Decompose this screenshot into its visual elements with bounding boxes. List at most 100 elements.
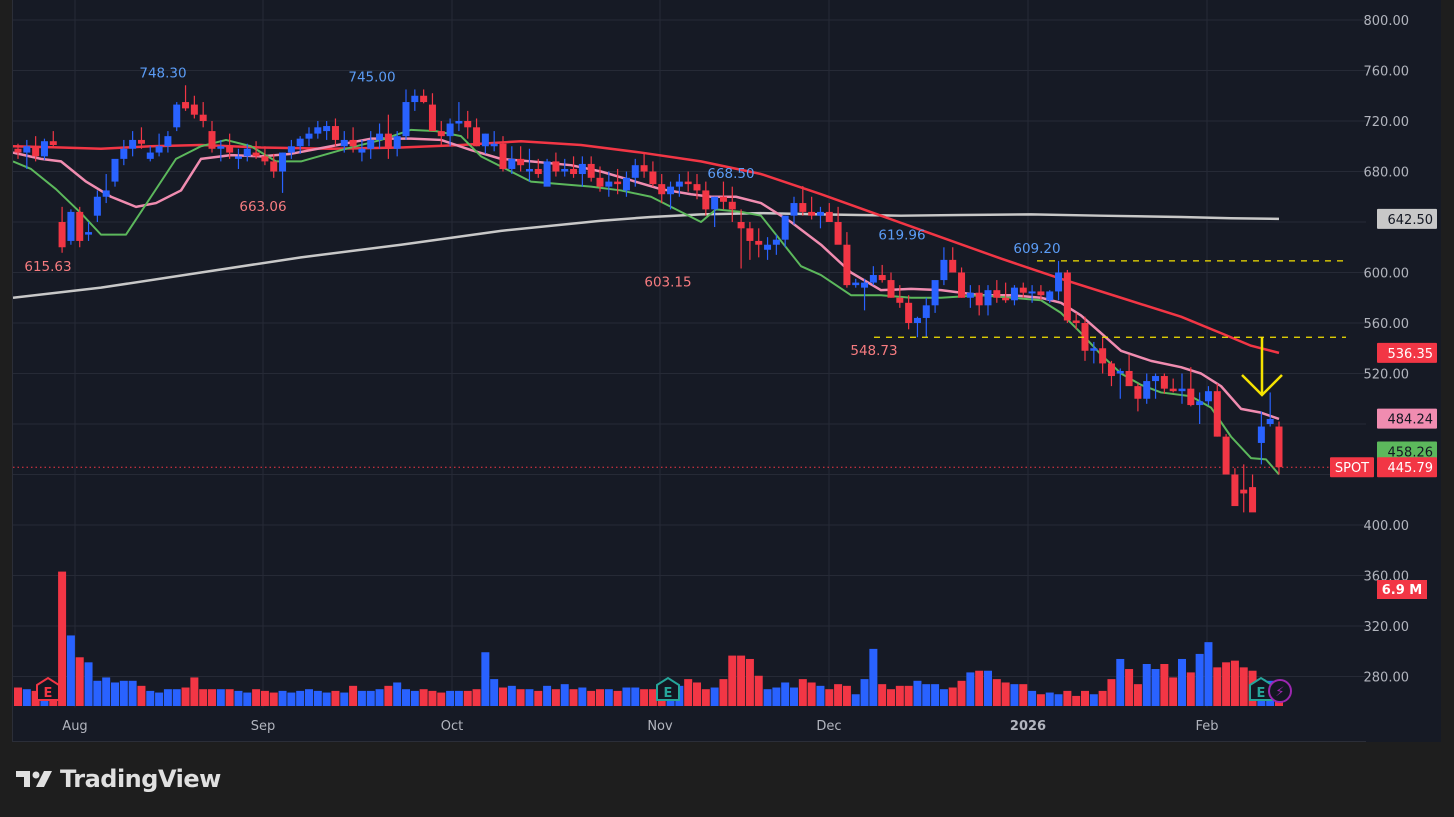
candle-body[interactable] <box>931 280 939 306</box>
candle-body[interactable] <box>1169 388 1177 392</box>
candle-body[interactable] <box>164 136 172 147</box>
candle-body[interactable] <box>772 239 780 245</box>
candle-body[interactable] <box>349 139 357 147</box>
candle-body[interactable] <box>640 165 648 172</box>
candle-body[interactable] <box>261 156 269 162</box>
candle-body[interactable] <box>1055 272 1063 292</box>
candle-body[interactable] <box>279 152 287 172</box>
candle-body[interactable] <box>852 282 860 286</box>
candle-body[interactable] <box>869 275 877 283</box>
candle-body[interactable] <box>314 127 322 134</box>
candle-body[interactable] <box>1028 291 1036 294</box>
candle-body[interactable] <box>120 148 128 159</box>
candle-body[interactable] <box>922 305 930 318</box>
candle-body[interactable] <box>1002 297 1010 301</box>
candle-body[interactable] <box>984 290 992 306</box>
candle-body[interactable] <box>305 133 313 139</box>
candle-body[interactable] <box>226 146 234 153</box>
candle-body[interactable] <box>1019 287 1027 293</box>
candle-body[interactable] <box>578 163 586 175</box>
candlestick-chart[interactable]: 748.30 745.00 663.06 615.63 668.50 603.15 619.… <box>13 0 1441 742</box>
candle-body[interactable] <box>1152 376 1160 382</box>
candle-body[interactable] <box>1046 291 1054 301</box>
candle-body[interactable] <box>940 259 948 281</box>
candle-body[interactable] <box>614 181 622 185</box>
candle-body[interactable] <box>702 190 710 210</box>
candle-body[interactable] <box>1196 401 1204 406</box>
candle-body[interactable] <box>331 126 339 140</box>
price-axis[interactable] <box>1366 0 1441 742</box>
candle-body[interactable] <box>949 259 957 273</box>
candle-body[interactable] <box>843 244 851 286</box>
candle-body[interactable] <box>1037 291 1045 296</box>
candle-body[interactable] <box>1081 323 1089 351</box>
candle-body[interactable] <box>129 139 137 149</box>
candle-body[interactable] <box>155 146 163 153</box>
candle-body[interactable] <box>85 232 93 235</box>
candle-body[interactable] <box>658 184 666 195</box>
candle-body[interactable] <box>587 163 595 178</box>
candle-body[interactable] <box>1010 287 1018 301</box>
candle-body[interactable] <box>252 152 260 157</box>
candle-body[interactable] <box>32 146 40 157</box>
candle-body[interactable] <box>808 211 816 216</box>
candle-body[interactable] <box>737 222 745 229</box>
candle-body[interactable] <box>755 240 763 245</box>
candle-body[interactable] <box>570 168 578 175</box>
earnings-icon[interactable] <box>656 676 680 701</box>
candle-body[interactable] <box>173 104 181 128</box>
candle-body[interactable] <box>1187 388 1195 406</box>
candle-body[interactable] <box>1222 436 1230 475</box>
candle-body[interactable] <box>1134 386 1142 399</box>
candle-body[interactable] <box>102 190 110 197</box>
candle-body[interactable] <box>861 282 869 288</box>
candle-body[interactable] <box>878 275 886 281</box>
candle-body[interactable] <box>781 215 789 240</box>
candle-body[interactable] <box>1063 272 1071 321</box>
candle-body[interactable] <box>887 280 895 298</box>
earnings-icon[interactable] <box>36 676 60 701</box>
candle-body[interactable] <box>376 133 384 140</box>
candle-body[interactable] <box>358 148 366 153</box>
candle-body[interactable] <box>966 292 974 298</box>
candle-body[interactable] <box>402 102 410 137</box>
candle-body[interactable] <box>384 133 392 149</box>
candle-body[interactable] <box>667 186 675 195</box>
candle-body[interactable] <box>622 177 630 191</box>
candle-body[interactable] <box>1257 426 1265 443</box>
candle-body[interactable] <box>834 222 842 245</box>
candle-body[interactable] <box>393 136 401 149</box>
candle-body[interactable] <box>243 148 251 157</box>
candle-body[interactable] <box>746 228 754 241</box>
candle-body[interactable] <box>446 123 454 137</box>
candle-body[interactable] <box>411 95 419 103</box>
candle-body[interactable] <box>490 143 498 147</box>
candle-body[interactable] <box>1231 474 1239 507</box>
dividend-icon[interactable] <box>1268 679 1292 703</box>
candle-body[interactable] <box>428 104 436 132</box>
candle-body[interactable] <box>508 158 516 169</box>
candle-body[interactable] <box>1090 348 1098 351</box>
candle-body[interactable] <box>473 127 481 147</box>
candle-body[interactable] <box>525 168 533 172</box>
candle-body[interactable] <box>182 102 190 109</box>
candle-body[interactable] <box>340 139 348 147</box>
candle-body[interactable] <box>1240 489 1248 494</box>
candle-body[interactable] <box>764 244 772 250</box>
candle-body[interactable] <box>111 158 119 182</box>
candle-body[interactable] <box>199 114 207 121</box>
candle-body[interactable] <box>455 121 463 124</box>
candle-body[interactable] <box>190 104 198 115</box>
candle-body[interactable] <box>552 161 560 172</box>
candle-body[interactable] <box>711 196 719 210</box>
candle-body[interactable] <box>534 168 542 175</box>
candle-body[interactable] <box>896 297 904 303</box>
candle-body[interactable] <box>958 272 966 298</box>
candle-body[interactable] <box>49 141 57 145</box>
candle-body[interactable] <box>146 152 154 159</box>
candle-body[interactable] <box>481 133 489 147</box>
candle-body[interactable] <box>719 196 727 202</box>
candle-body[interactable] <box>1275 426 1283 468</box>
candle-body[interactable] <box>1125 370 1133 387</box>
candle-body[interactable] <box>40 141 48 157</box>
